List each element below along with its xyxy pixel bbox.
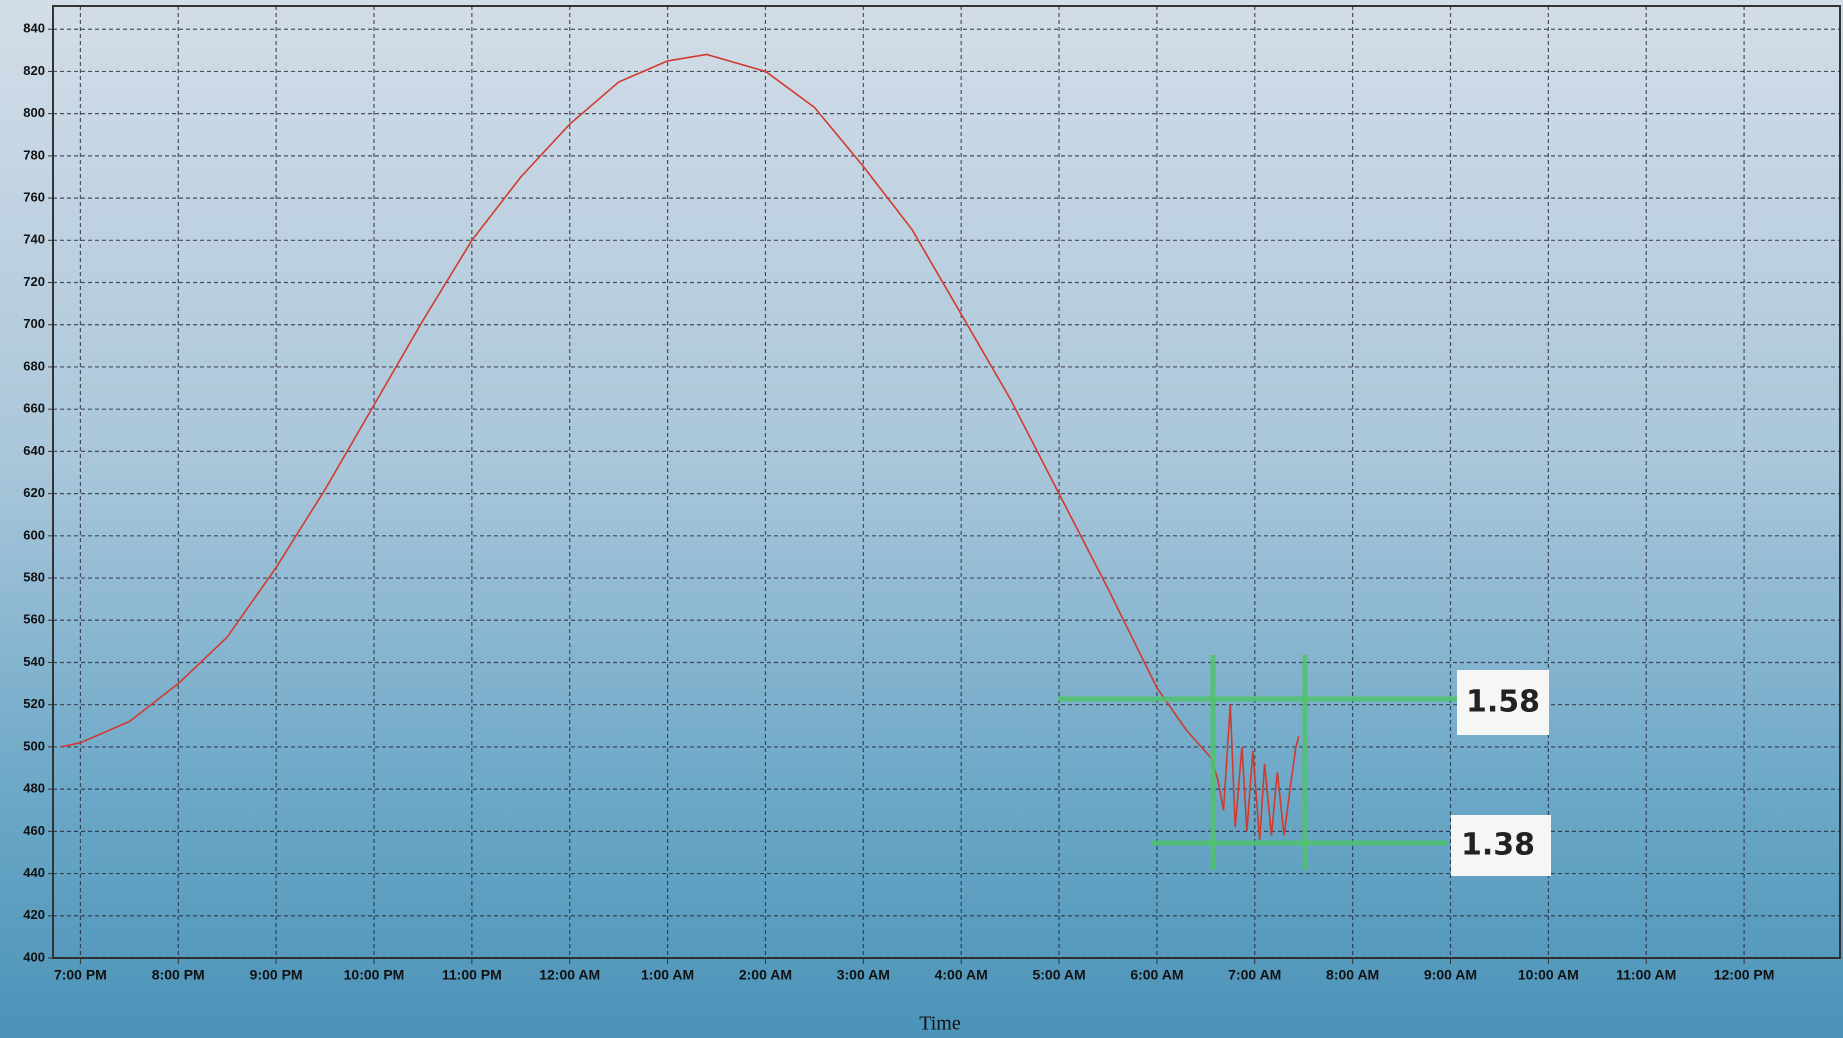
y-tick-label: 580 [23,569,45,584]
y-tick-label: 800 [23,105,45,120]
y-tick-label: 520 [23,696,45,711]
y-tick-label: 680 [23,358,45,373]
y-tick-label: 620 [23,485,45,500]
x-tick-label: 8:00 PM [152,967,205,983]
annotation-label: 1.38 [1461,828,1535,863]
x-tick-label: 7:00 AM [1228,967,1281,983]
y-tick-label: 720 [23,274,45,289]
x-tick-label: 6:00 AM [1130,967,1183,983]
x-tick-label: 5:00 AM [1032,967,1085,983]
y-tick-label: 540 [23,654,45,669]
y-tick-label: 600 [23,527,45,542]
x-tick-label: 12:00 PM [1714,967,1775,983]
x-tick-label: 8:00 AM [1326,967,1379,983]
grid [48,6,1840,964]
x-tick-label: 10:00 PM [344,967,405,983]
x-tick-label: 3:00 AM [837,967,890,983]
y-tick-label: 420 [23,907,45,922]
y-tick-label: 760 [23,190,45,205]
y-tick-label: 500 [23,738,45,753]
x-tick-label: 11:00 AM [1616,967,1676,983]
y-tick-label: 780 [23,147,45,162]
x-tick-label: 10:00 AM [1518,967,1579,983]
x-tick-label: 7:00 PM [54,967,107,983]
x-axis-label: Time [919,1013,961,1035]
data-line [60,53,1300,840]
y-tick-label: 560 [23,612,45,627]
x-tick-label: 12:00 AM [539,967,600,983]
y-tick-label: 700 [23,316,45,331]
y-tick-label: 740 [23,232,45,247]
plot-frame [52,5,1841,959]
x-tick-label: 11:00 PM [442,967,502,983]
y-tick-label: 640 [23,443,45,458]
y-tick-label: 660 [23,401,45,416]
x-tick-label: 2:00 AM [739,967,792,983]
y-tick-label: 480 [23,781,45,796]
y-tick-label: 400 [23,949,45,964]
x-tick-label: 1:00 AM [641,967,694,983]
lines [60,53,1300,840]
annotation-label: 1.58 [1466,685,1540,720]
y-tick-label: 840 [23,21,45,36]
y-tick-label: 440 [23,865,45,880]
annotation-box [1451,815,1551,876]
x-tick-label: 9:00 AM [1424,967,1477,983]
x-tick-label: 9:00 PM [250,967,303,983]
y-tick-label: 460 [23,823,45,838]
annotation-box [1457,670,1549,735]
x-tick-label: 4:00 AM [935,967,988,983]
y-tick-label: 820 [23,63,45,78]
